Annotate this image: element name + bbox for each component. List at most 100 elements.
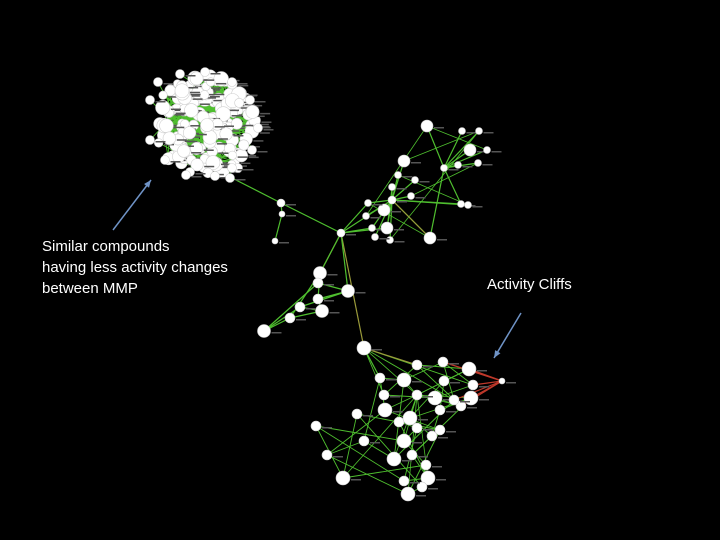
node-label-mark xyxy=(479,399,489,401)
compound-node xyxy=(393,416,405,428)
node-label-mark xyxy=(411,162,421,164)
node-label-mark xyxy=(253,140,264,142)
compound-node xyxy=(377,203,391,217)
compound-node xyxy=(257,324,271,338)
node-label-mark xyxy=(195,173,206,175)
compound-node xyxy=(182,126,197,140)
compound-node xyxy=(227,163,237,173)
compound-node xyxy=(434,404,446,416)
network-edge xyxy=(340,202,369,234)
node-label-mark xyxy=(397,201,407,203)
annotation-line: Similar compounds xyxy=(42,238,170,255)
annotation-label: Activity Cliffs xyxy=(487,276,572,293)
node-label-mark xyxy=(437,239,447,241)
node-label-mark xyxy=(477,370,487,372)
compound-node xyxy=(397,154,411,168)
node-label-mark xyxy=(257,151,268,153)
node-label-mark xyxy=(214,93,225,96)
similar-compounds-annotation: Similar compounds having less activity c… xyxy=(42,236,272,299)
node-label-mark xyxy=(259,126,270,128)
compound-node xyxy=(437,356,449,368)
compound-node xyxy=(234,97,245,108)
annotation-arrow xyxy=(493,312,522,359)
compound-node xyxy=(411,422,423,434)
node-label-mark xyxy=(324,300,334,302)
node-label-mark xyxy=(402,176,413,178)
node-label-mark xyxy=(224,125,235,127)
network-edge xyxy=(442,361,474,386)
network-edge xyxy=(319,232,342,274)
compound-node xyxy=(388,183,396,191)
node-label-mark xyxy=(462,166,473,168)
compound-node xyxy=(199,90,210,100)
node-label-mark xyxy=(237,169,248,171)
node-label-mark xyxy=(168,96,179,98)
node-label-mark xyxy=(243,169,254,171)
node-label-mark xyxy=(329,312,340,314)
node-label-mark xyxy=(237,83,248,85)
compound-node xyxy=(416,481,428,493)
compound-node xyxy=(420,459,432,471)
compound-node xyxy=(475,127,483,135)
node-label-mark xyxy=(258,123,269,126)
node-label-mark xyxy=(174,126,185,129)
node-label-mark xyxy=(260,112,271,115)
node-label-mark xyxy=(191,176,202,178)
compound-node xyxy=(463,390,479,406)
node-label-mark xyxy=(240,107,251,109)
node-label-mark xyxy=(355,292,366,294)
node-label-mark xyxy=(204,93,215,96)
node-label-mark xyxy=(213,99,224,102)
node-label-mark xyxy=(183,145,194,147)
node-label-mark xyxy=(211,87,222,89)
compound-node xyxy=(448,394,460,406)
compound-node xyxy=(362,212,370,220)
network-edge xyxy=(342,464,427,479)
compound-node xyxy=(227,77,237,87)
node-label-mark xyxy=(434,127,444,129)
node-label-mark xyxy=(191,152,202,154)
network-edge xyxy=(393,394,418,460)
compound-node xyxy=(380,221,394,235)
node-label-mark xyxy=(155,101,166,103)
compound-node xyxy=(402,410,418,426)
node-label-mark xyxy=(412,381,422,383)
compound-node xyxy=(336,228,346,238)
network-edge xyxy=(315,425,405,482)
node-label-mark xyxy=(261,121,272,123)
compound-node xyxy=(145,135,155,145)
node-label-mark xyxy=(206,97,217,99)
compound-node xyxy=(396,433,412,449)
network-edge xyxy=(429,167,445,239)
compound-node xyxy=(420,119,434,133)
compound-node xyxy=(464,201,472,209)
node-label-mark xyxy=(428,488,438,490)
node-label-mark xyxy=(438,437,448,439)
node-label-mark xyxy=(296,319,306,321)
node-label-mark xyxy=(346,234,356,236)
compound-node xyxy=(498,377,506,385)
compound-node xyxy=(474,159,482,167)
node-label-mark xyxy=(189,91,200,94)
node-label-mark xyxy=(240,162,251,165)
node-label-mark xyxy=(402,460,412,462)
node-label-mark xyxy=(390,396,400,398)
compound-node xyxy=(175,69,185,79)
node-label-mark xyxy=(412,442,422,444)
node-label-mark xyxy=(252,104,263,107)
compound-node xyxy=(200,67,210,77)
node-label-mark xyxy=(370,217,381,219)
node-label-mark xyxy=(203,149,214,151)
node-label-mark xyxy=(286,204,296,206)
compound-node xyxy=(210,171,220,181)
network-edge xyxy=(340,227,388,234)
compound-node xyxy=(310,420,322,432)
node-label-mark xyxy=(163,83,174,85)
compound-node xyxy=(253,123,263,133)
compound-node xyxy=(371,233,379,241)
network-edge xyxy=(231,177,282,204)
node-label-mark xyxy=(188,86,199,89)
compound-node xyxy=(313,266,327,280)
network-edge xyxy=(443,130,480,169)
network-edge xyxy=(426,125,488,151)
